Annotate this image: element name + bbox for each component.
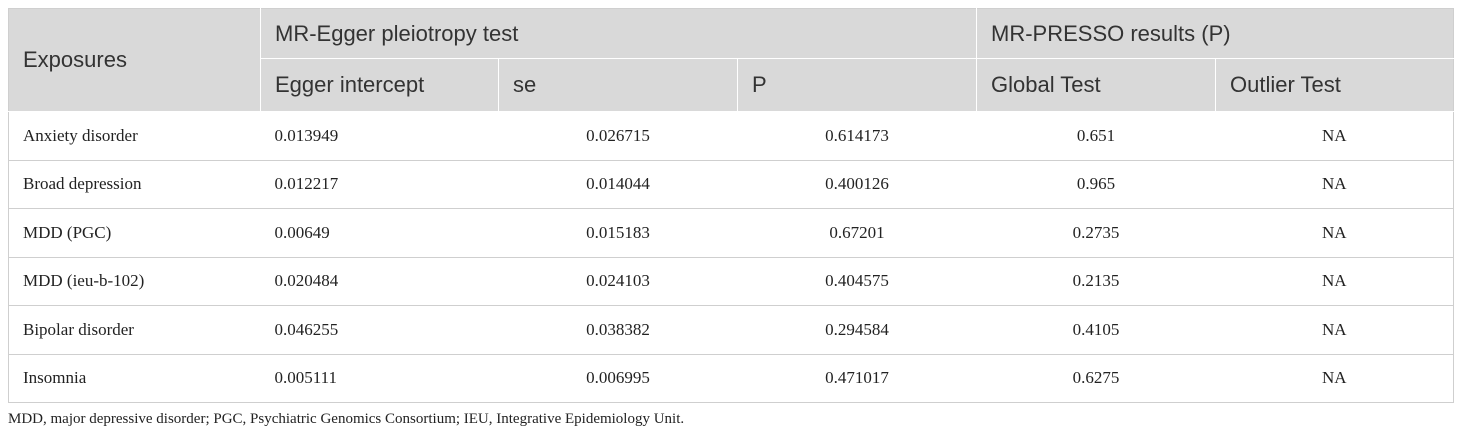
table-row: Insomnia 0.005111 0.006995 0.471017 0.62… bbox=[8, 354, 1454, 403]
table-footnote: MDD, major depressive disorder; PGC, Psy… bbox=[8, 411, 685, 427]
outlier-test-cell: NA bbox=[1215, 305, 1454, 355]
pleiotropy-results-table: Exposures MR-Egger pleiotropy test MR-PR… bbox=[8, 8, 1454, 403]
se-cell: 0.026715 bbox=[498, 111, 738, 161]
mr-egger-group-header: MR-Egger pleiotropy test bbox=[260, 8, 977, 59]
exposure-cell: MDD (PGC) bbox=[8, 208, 261, 258]
p-cell: 0.400126 bbox=[737, 160, 977, 209]
se-cell: 0.015183 bbox=[498, 208, 738, 258]
p-cell: 0.471017 bbox=[737, 354, 977, 403]
p-cell: 0.294584 bbox=[737, 305, 977, 355]
outlier-test-cell: NA bbox=[1215, 160, 1454, 209]
p-cell: 0.404575 bbox=[737, 257, 977, 306]
se-cell: 0.006995 bbox=[498, 354, 738, 403]
header-row-columns: Egger intercept se P Global Test Outlier… bbox=[9, 58, 1454, 112]
exposure-cell: Anxiety disorder bbox=[8, 111, 261, 161]
table-row: MDD (PGC) 0.00649 0.015183 0.67201 0.273… bbox=[8, 208, 1454, 258]
table-row: Bipolar disorder 0.046255 0.038382 0.294… bbox=[8, 305, 1454, 355]
exposure-cell: MDD (ieu-b-102) bbox=[8, 257, 261, 306]
exposure-cell: Broad depression bbox=[8, 160, 261, 209]
outlier-test-header: Outlier Test bbox=[1215, 58, 1454, 112]
results-table-container: Exposures MR-Egger pleiotropy test MR-PR… bbox=[8, 8, 1454, 403]
p-cell: 0.614173 bbox=[737, 111, 977, 161]
exposure-cell: Insomnia bbox=[8, 354, 261, 403]
egger-intercept-cell: 0.00649 bbox=[260, 208, 499, 258]
global-test-cell: 0.6275 bbox=[976, 354, 1216, 403]
egger-intercept-cell: 0.013949 bbox=[260, 111, 499, 161]
outlier-test-cell: NA bbox=[1215, 111, 1454, 161]
exposure-cell: Bipolar disorder bbox=[8, 305, 261, 355]
se-cell: 0.038382 bbox=[498, 305, 738, 355]
table-row: Anxiety disorder 0.013949 0.026715 0.614… bbox=[8, 111, 1454, 161]
global-test-cell: 0.4105 bbox=[976, 305, 1216, 355]
egger-intercept-header: Egger intercept bbox=[260, 58, 499, 112]
global-test-cell: 0.965 bbox=[976, 160, 1216, 209]
mr-presso-group-header: MR-PRESSO results (P) bbox=[976, 8, 1454, 59]
global-test-cell: 0.2135 bbox=[976, 257, 1216, 306]
se-header: se bbox=[498, 58, 738, 112]
outlier-test-cell: NA bbox=[1215, 208, 1454, 258]
global-test-header: Global Test bbox=[976, 58, 1216, 112]
exposures-header: Exposures bbox=[8, 8, 261, 112]
egger-intercept-cell: 0.005111 bbox=[260, 354, 499, 403]
table-header: Exposures MR-Egger pleiotropy test MR-PR… bbox=[8, 8, 1454, 112]
outlier-test-cell: NA bbox=[1215, 354, 1454, 403]
table-body: Anxiety disorder 0.013949 0.026715 0.614… bbox=[8, 111, 1454, 403]
egger-intercept-cell: 0.012217 bbox=[260, 160, 499, 209]
se-cell: 0.024103 bbox=[498, 257, 738, 306]
outlier-test-cell: NA bbox=[1215, 257, 1454, 306]
global-test-cell: 0.2735 bbox=[976, 208, 1216, 258]
table-row: Broad depression 0.012217 0.014044 0.400… bbox=[8, 160, 1454, 209]
global-test-cell: 0.651 bbox=[976, 111, 1216, 161]
egger-intercept-cell: 0.020484 bbox=[260, 257, 499, 306]
p-cell: 0.67201 bbox=[737, 208, 977, 258]
se-cell: 0.014044 bbox=[498, 160, 738, 209]
p-header: P bbox=[737, 58, 977, 112]
header-row-groups: Exposures MR-Egger pleiotropy test MR-PR… bbox=[8, 8, 1454, 112]
egger-intercept-cell: 0.046255 bbox=[260, 305, 499, 355]
table-row: MDD (ieu-b-102) 0.020484 0.024103 0.4045… bbox=[8, 257, 1454, 306]
